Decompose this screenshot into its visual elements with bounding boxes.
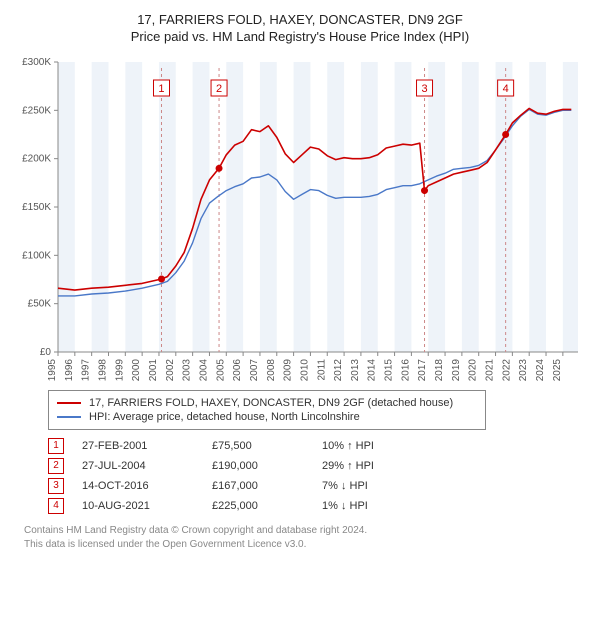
svg-text:1: 1	[158, 83, 164, 95]
svg-text:2004: 2004	[198, 359, 209, 382]
svg-text:2001: 2001	[148, 359, 159, 382]
page-root: 17, FARRIERS FOLD, HAXEY, DONCASTER, DN9…	[0, 0, 600, 559]
svg-text:2013: 2013	[350, 359, 361, 382]
svg-text:2020: 2020	[468, 359, 479, 382]
legend-row-hpi: HPI: Average price, detached house, Nort…	[57, 411, 477, 423]
svg-text:2025: 2025	[552, 359, 563, 382]
marker-badge: 4	[48, 498, 64, 514]
svg-text:2016: 2016	[400, 359, 411, 382]
marker-price: £190,000	[212, 460, 322, 472]
svg-text:2024: 2024	[535, 359, 546, 382]
svg-text:2014: 2014	[367, 359, 378, 382]
svg-text:2012: 2012	[333, 359, 344, 382]
svg-text:1995: 1995	[47, 359, 58, 382]
marker-date: 27-FEB-2001	[82, 440, 212, 452]
legend-swatch-price-paid	[57, 402, 81, 404]
svg-text:1998: 1998	[97, 359, 108, 382]
svg-text:2022: 2022	[501, 359, 512, 382]
svg-text:1997: 1997	[81, 359, 92, 382]
marker-diff: 1% ↓ HPI	[322, 500, 368, 512]
svg-text:2019: 2019	[451, 359, 462, 382]
marker-date: 14-OCT-2016	[82, 480, 212, 492]
svg-text:4: 4	[503, 83, 509, 95]
svg-text:£250K: £250K	[22, 105, 51, 116]
marker-badge: 1	[48, 438, 64, 454]
svg-text:£200K: £200K	[22, 154, 51, 165]
svg-text:£50K: £50K	[28, 299, 52, 310]
svg-text:2006: 2006	[232, 359, 243, 382]
chart-title-line1: 17, FARRIERS FOLD, HAXEY, DONCASTER, DN9…	[12, 12, 588, 27]
marker-table: 1 27-FEB-2001£75,50010% ↑ HPI 2 27-JUL-2004…	[48, 438, 588, 514]
svg-text:1996: 1996	[64, 359, 75, 382]
footer: Contains HM Land Registry data © Crown c…	[24, 524, 588, 551]
marker-row: 2 27-JUL-2004£190,00029% ↑ HPI	[48, 458, 588, 474]
legend-box: 17, FARRIERS FOLD, HAXEY, DONCASTER, DN9…	[48, 390, 486, 430]
chart-svg: £0 £50K £100K £150K £200K £250K £300K 1995 1996 1…	[12, 52, 588, 382]
marker-diff: 7% ↓ HPI	[322, 480, 368, 492]
footer-line1: Contains HM Land Registry data © Crown c…	[24, 524, 588, 538]
marker-diff: 10% ↑ HPI	[322, 440, 374, 452]
chart-container: £0 £50K £100K £150K £200K £250K £300K 1995 1996 1…	[12, 52, 588, 382]
svg-text:2011: 2011	[316, 359, 327, 381]
marker-price: £75,500	[212, 440, 322, 452]
marker-row: 4 10-AUG-2021£225,0001% ↓ HPI	[48, 498, 588, 514]
svg-text:3: 3	[421, 83, 427, 95]
svg-text:£300K: £300K	[22, 57, 51, 68]
marker-date: 27-JUL-2004	[82, 460, 212, 472]
svg-text:2015: 2015	[384, 359, 395, 382]
marker-date: 10-AUG-2021	[82, 500, 212, 512]
svg-text:1999: 1999	[114, 359, 125, 382]
svg-text:2000: 2000	[131, 359, 142, 382]
svg-text:2003: 2003	[182, 359, 193, 382]
marker-row: 3 14-OCT-2016£167,0007% ↓ HPI	[48, 478, 588, 494]
marker-diff: 29% ↑ HPI	[322, 460, 374, 472]
svg-text:2002: 2002	[165, 359, 176, 382]
marker-price: £225,000	[212, 500, 322, 512]
svg-text:2005: 2005	[215, 359, 226, 382]
marker-price: £167,000	[212, 480, 322, 492]
svg-text:2017: 2017	[417, 359, 428, 382]
marker-row: 1 27-FEB-2001£75,50010% ↑ HPI	[48, 438, 588, 454]
svg-text:2010: 2010	[299, 359, 310, 382]
legend-label-price-paid: 17, FARRIERS FOLD, HAXEY, DONCASTER, DN9…	[89, 397, 453, 409]
svg-text:2007: 2007	[249, 359, 260, 382]
svg-text:£0: £0	[40, 347, 52, 358]
svg-text:2023: 2023	[518, 359, 529, 382]
footer-line2: This data is licensed under the Open Gov…	[24, 538, 588, 552]
marker-badge: 3	[48, 478, 64, 494]
svg-text:2018: 2018	[434, 359, 445, 382]
svg-text:2009: 2009	[283, 359, 294, 382]
legend-row-price-paid: 17, FARRIERS FOLD, HAXEY, DONCASTER, DN9…	[57, 397, 477, 409]
svg-text:£150K: £150K	[22, 202, 51, 213]
legend-swatch-hpi	[57, 416, 81, 418]
svg-text:2: 2	[216, 83, 222, 95]
chart-title-line2: Price paid vs. HM Land Registry's House …	[12, 29, 588, 44]
marker-badge: 2	[48, 458, 64, 474]
svg-text:2008: 2008	[266, 359, 277, 382]
legend-label-hpi: HPI: Average price, detached house, Nort…	[89, 411, 360, 423]
svg-text:£100K: £100K	[22, 250, 51, 261]
svg-text:2021: 2021	[485, 359, 496, 382]
